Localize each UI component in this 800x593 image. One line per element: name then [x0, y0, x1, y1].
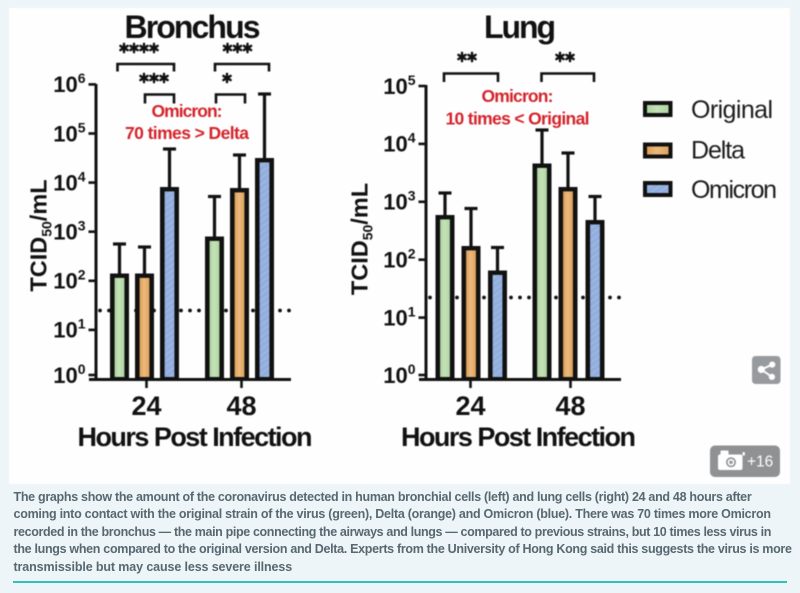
svg-text:70 times > Delta: 70 times > Delta [125, 123, 249, 143]
svg-text:Hours Post Infection: Hours Post Infection [78, 422, 313, 452]
svg-text:Hours Post Infection: Hours Post Infection [401, 422, 636, 452]
svg-text:Lung: Lung [484, 9, 556, 45]
svg-text:Delta: Delta [691, 137, 745, 165]
svg-text:48: 48 [555, 391, 585, 421]
svg-text:Omicron: Omicron [691, 176, 777, 204]
svg-text:+16: +16 [747, 454, 773, 471]
svg-text:Omicron:: Omicron: [152, 101, 223, 121]
svg-text:Bronchus: Bronchus [125, 9, 261, 45]
svg-text:24: 24 [455, 391, 485, 421]
svg-text:Original: Original [691, 96, 773, 124]
svg-text:100: 100 [383, 361, 415, 388]
svg-text:10 times < Original: 10 times < Original [446, 109, 590, 129]
svg-text:24: 24 [131, 391, 161, 421]
svg-text:101: 101 [53, 316, 85, 343]
svg-text:Omicron:: Omicron: [482, 86, 554, 106]
svg-text:48: 48 [226, 391, 256, 421]
